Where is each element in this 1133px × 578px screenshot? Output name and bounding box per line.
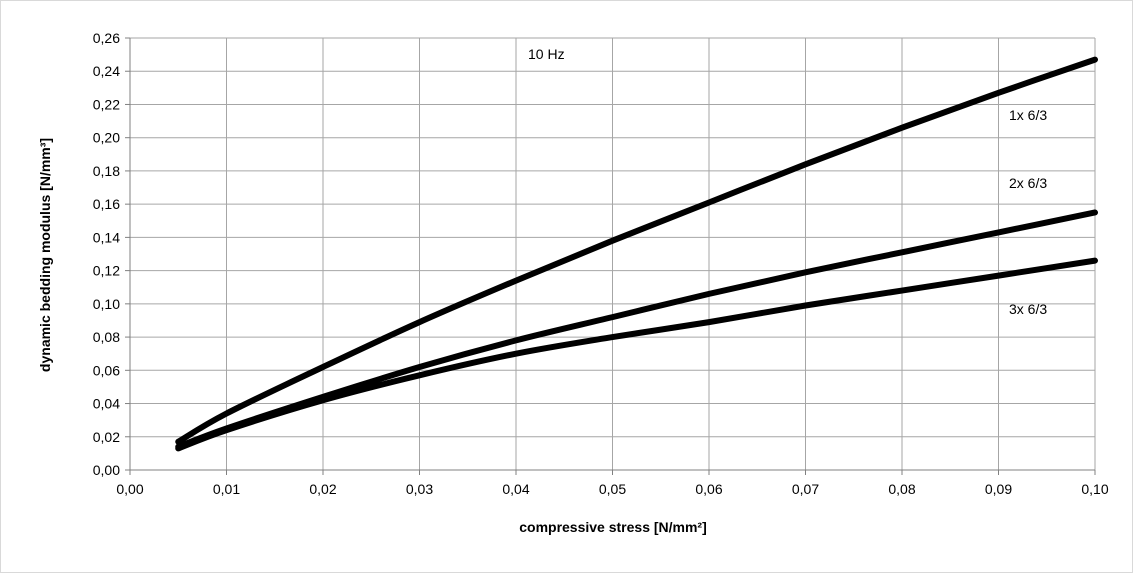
y-tick-label: 0,26 [93, 30, 120, 46]
y-tick-label: 0,06 [93, 362, 120, 378]
x-tick-label: 0,01 [213, 481, 240, 497]
series-line-3 [175, 257, 1098, 452]
y-tick-label: 0,02 [93, 429, 120, 445]
y-tick-label: 0,20 [93, 130, 120, 146]
annotation-series-2: 2x 6/3 [1009, 175, 1047, 191]
y-tick-label: 0,18 [93, 163, 120, 179]
y-tick-label: 0,10 [93, 296, 120, 312]
annotation-frequency: 10 Hz [528, 46, 565, 62]
x-tick-label: 0,07 [792, 481, 819, 497]
x-tick-label: 0,00 [116, 481, 143, 497]
series-lines [175, 56, 1098, 452]
y-tick-label: 0,12 [93, 263, 120, 279]
x-axis-title: compressive stress [N/mm²] [519, 519, 707, 535]
x-tick-label: 0,08 [888, 481, 915, 497]
x-tick-label: 0,09 [985, 481, 1012, 497]
y-tick-label: 0,08 [93, 329, 120, 345]
series-line-1 [175, 56, 1098, 445]
y-tick-label: 0,04 [93, 396, 120, 412]
x-tick-label: 0,03 [406, 481, 433, 497]
y-tick-label: 0,24 [93, 63, 120, 79]
x-tick-label: 0,05 [599, 481, 626, 497]
x-tick-label: 0,02 [309, 481, 336, 497]
y-tick-label: 0,16 [93, 196, 120, 212]
y-tick-label: 0,14 [93, 229, 120, 245]
y-tick-label: 0,00 [93, 462, 120, 478]
y-axis-title: dynamic bedding modulus [N/mm³] [37, 138, 53, 372]
annotation-series-3: 3x 6/3 [1009, 301, 1047, 317]
y-tick-label: 0,22 [93, 96, 120, 112]
x-tick-label: 0,10 [1081, 481, 1108, 497]
tick-labels: 0,00 0,01 0,02 0,03 0,04 0,05 0,06 0,07 0,08 0,09… [93, 30, 1109, 497]
x-tick-label: 0,06 [695, 481, 722, 497]
axes [125, 37, 1096, 475]
x-tick-label: 0,04 [502, 481, 529, 497]
annotation-series-1: 1x 6/3 [1009, 107, 1047, 123]
